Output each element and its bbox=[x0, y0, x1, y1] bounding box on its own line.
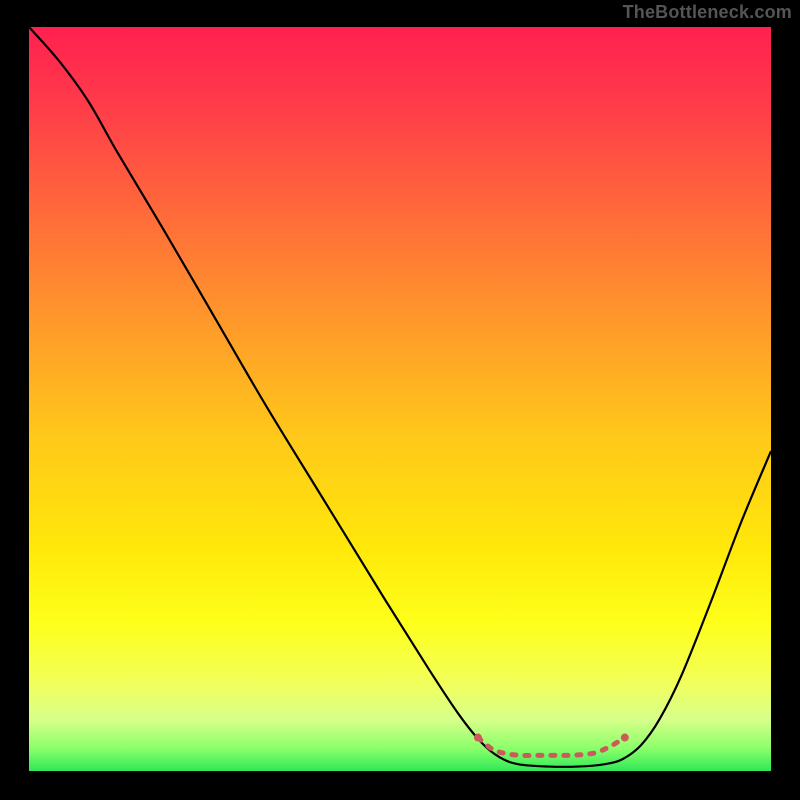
chart-svg bbox=[29, 27, 771, 771]
figure-root: TheBottleneck.com bbox=[0, 0, 800, 800]
chart-background bbox=[29, 27, 771, 771]
trough-start-dot bbox=[474, 734, 482, 742]
watermark-text: TheBottleneck.com bbox=[623, 2, 792, 23]
trough-end-dot bbox=[621, 734, 629, 742]
plot-area bbox=[29, 27, 771, 771]
